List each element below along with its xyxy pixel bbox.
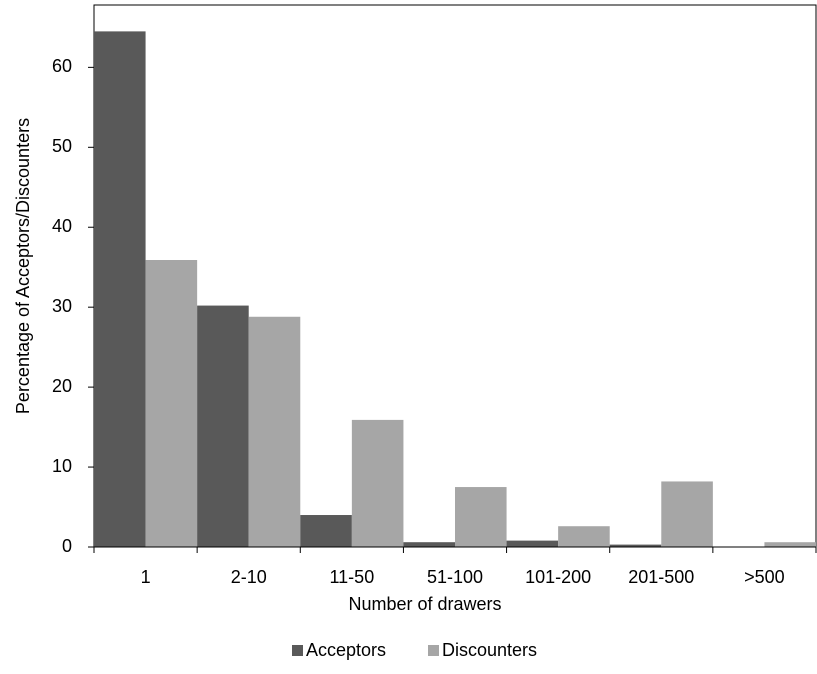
bar: [764, 542, 816, 547]
x-axis-label: Number of drawers: [348, 594, 501, 614]
y-tick-label: 50: [52, 136, 72, 156]
legend-label: Discounters: [442, 640, 537, 660]
x-tick-label: 1: [141, 567, 151, 587]
y-axis-label: Percentage of Acceptors/Discounters: [13, 118, 33, 414]
x-tick-label: >500: [744, 567, 785, 587]
bar: [609, 544, 662, 547]
bar: [506, 540, 559, 547]
legend-label: Acceptors: [306, 640, 386, 660]
x-tick-label: 51-100: [427, 567, 483, 587]
y-tick-label: 40: [52, 216, 72, 236]
legend-swatch: [292, 645, 303, 656]
y-tick-label: 60: [52, 56, 72, 76]
bar: [403, 542, 455, 547]
bar: [145, 260, 198, 547]
x-tick-label: 2-10: [231, 567, 267, 587]
x-tick-label: 201-500: [628, 567, 694, 587]
bar: [300, 515, 352, 547]
bar: [197, 305, 249, 547]
bar: [248, 316, 301, 547]
bar: [558, 526, 610, 547]
x-tick-label: 101-200: [525, 567, 591, 587]
y-tick-label: 20: [52, 376, 72, 396]
y-tick-label: 10: [52, 456, 72, 476]
bar: [661, 481, 713, 547]
bar: [351, 419, 404, 547]
x-tick-label: 11-50: [330, 567, 375, 587]
y-tick-label: 0: [62, 536, 72, 556]
bar: [94, 31, 146, 547]
bar: [455, 487, 507, 547]
legend-swatch: [428, 645, 439, 656]
y-tick-label: 30: [52, 296, 72, 316]
